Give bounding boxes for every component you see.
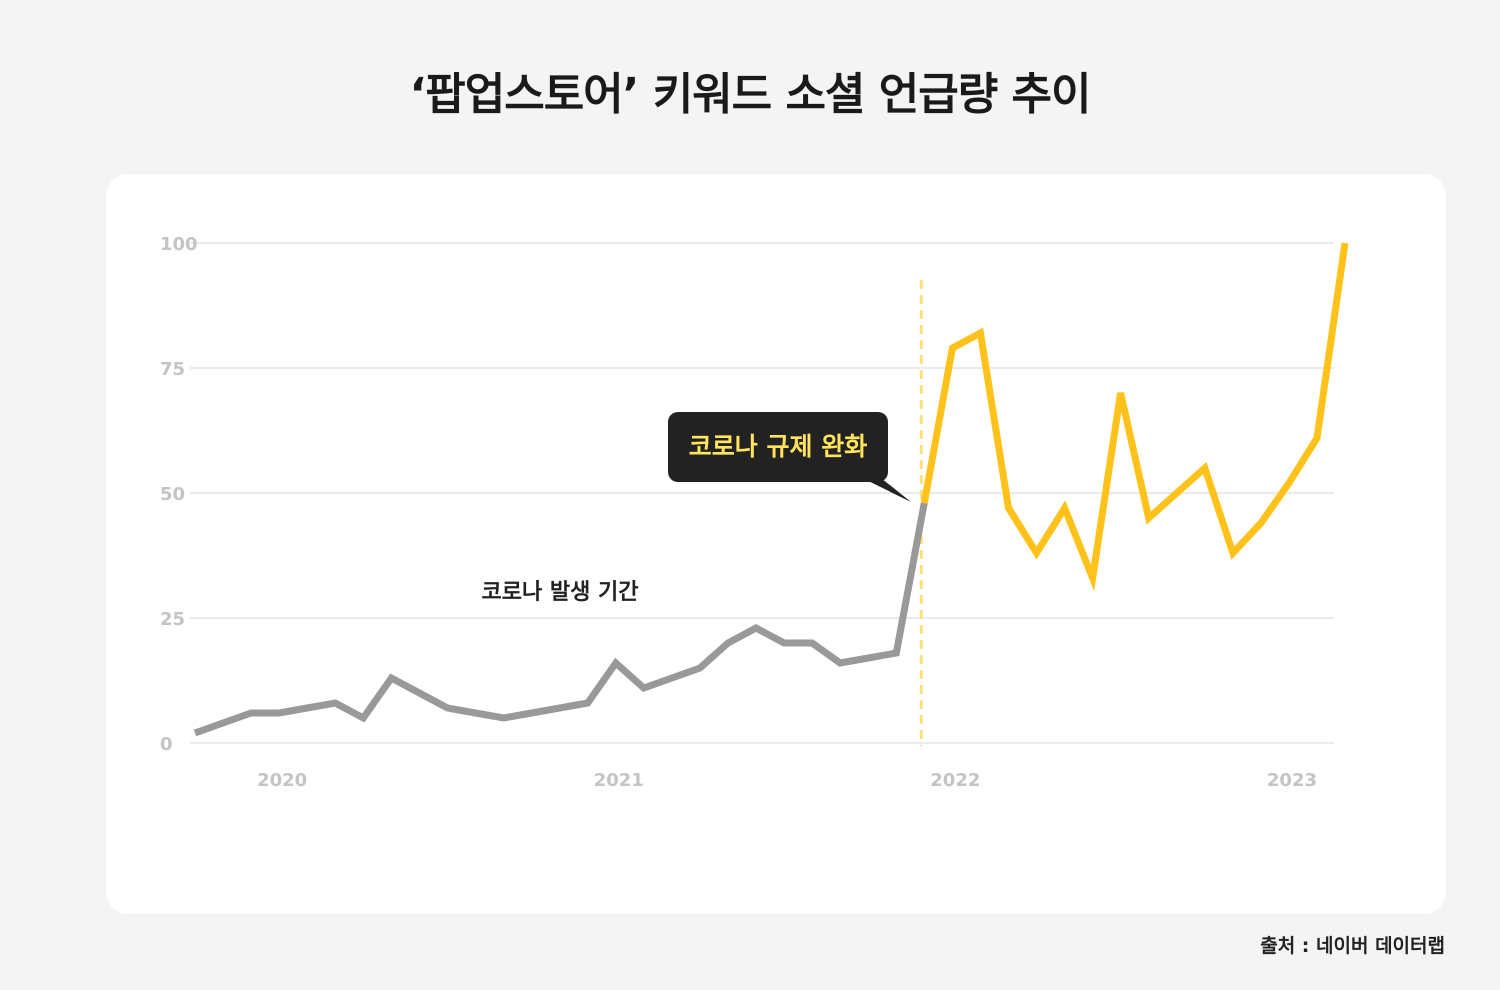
y-tick-label: 75	[160, 359, 185, 380]
series-line-covid	[193, 502, 928, 737]
chart-title: ‘팝업스토어’ 키워드 소셜 언급량 추이	[409, 69, 1092, 120]
y-tick-label: 25	[160, 609, 185, 630]
callout-label: 코로나 규제 완화	[689, 432, 867, 461]
callout-pointer	[854, 474, 911, 502]
source-note: 출처 : 네이버 데이터랩	[1260, 935, 1445, 957]
x-tick-label: 2023	[1267, 770, 1317, 791]
series-line-post	[920, 242, 1349, 592]
x-tick-label: 2020	[257, 770, 307, 791]
chart-card: 0 25 50 75 100 2020 2021 2022 2023 코로나 발생 기간 코로나 규…	[106, 174, 1446, 914]
y-tick-label: 100	[160, 234, 198, 255]
y-tick-label: 0	[160, 734, 173, 755]
y-tick-label: 50	[160, 484, 185, 505]
line-chart: 0 25 50 75 100 2020 2021 2022 2023 코로나 발생 기간 코로나 규…	[160, 234, 1349, 791]
callout-bubble	[668, 412, 888, 482]
x-tick-label: 2021	[594, 770, 644, 791]
annotation-covid-period: 코로나 발생 기간	[482, 580, 639, 605]
x-tick-label: 2022	[930, 770, 980, 791]
